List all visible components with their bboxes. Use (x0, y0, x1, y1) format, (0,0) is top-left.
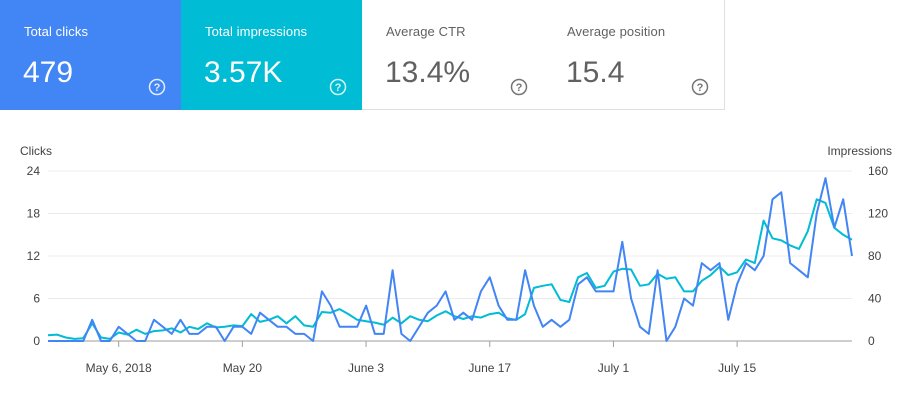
x-tick-label: June 3 (348, 361, 384, 375)
average-position-value: 15.4 (566, 56, 625, 89)
x-tick-label: July 1 (598, 361, 630, 375)
average-ctr-label: Average CTR (386, 24, 466, 39)
gridlines (48, 170, 852, 342)
left-tick-label: 6 (33, 292, 40, 306)
impressions-line (47, 198, 853, 340)
svg-text:?: ? (516, 82, 523, 94)
x-tick-label: July 15 (718, 361, 756, 375)
svg-text:?: ? (697, 82, 704, 94)
total-impressions-label: Total impressions (205, 24, 308, 39)
clicks-line (48, 177, 853, 342)
right-tick-label: 0 (868, 334, 875, 348)
right-tick-label: 80 (868, 249, 882, 263)
average-ctr-value: 13.4% (385, 56, 471, 89)
right-tick-label: 160 (868, 164, 888, 178)
svg-text:?: ? (335, 82, 342, 94)
average-ctr-card[interactable]: Average CTR 13.4% ? (362, 0, 543, 110)
left-axis-title: Clicks (20, 144, 52, 158)
x-tick-label: June 17 (468, 361, 511, 375)
question-circle-icon[interactable]: ? (510, 78, 528, 96)
left-tick-label: 18 (27, 207, 41, 221)
total-clicks-value: 479 (23, 56, 74, 89)
svg-text:?: ? (154, 82, 161, 94)
total-impressions-card[interactable]: Total impressions 3.57K ? (181, 0, 362, 110)
question-circle-icon[interactable]: ? (148, 78, 166, 96)
right-tick-label: 120 (868, 207, 888, 221)
total-impressions-value: 3.57K (204, 56, 283, 89)
question-circle-icon[interactable]: ? (691, 78, 709, 96)
question-circle-icon[interactable]: ? (329, 78, 347, 96)
right-tick-label: 40 (868, 292, 882, 306)
right-axis-title: Impressions (827, 144, 892, 158)
left-tick-label: 0 (33, 334, 40, 348)
x-tick-label: May 20 (223, 361, 263, 375)
axis-ticks: 24 160 18 120 12 80 6 40 0 0 May 6, 2018 May 20 June… (27, 164, 889, 375)
left-tick-label: 24 (27, 164, 41, 178)
average-position-label: Average position (567, 24, 666, 39)
total-clicks-label: Total clicks (24, 24, 89, 39)
series-lines (47, 177, 853, 342)
x-tick-label: May 6, 2018 (86, 361, 152, 375)
left-tick-label: 12 (27, 249, 41, 263)
total-clicks-card[interactable]: Total clicks 479 ? (0, 0, 181, 110)
average-position-card[interactable]: Average position 15.4 ? (543, 0, 725, 110)
summary-cards: Total clicks 479 ? Total impressions 3.5… (0, 0, 725, 110)
